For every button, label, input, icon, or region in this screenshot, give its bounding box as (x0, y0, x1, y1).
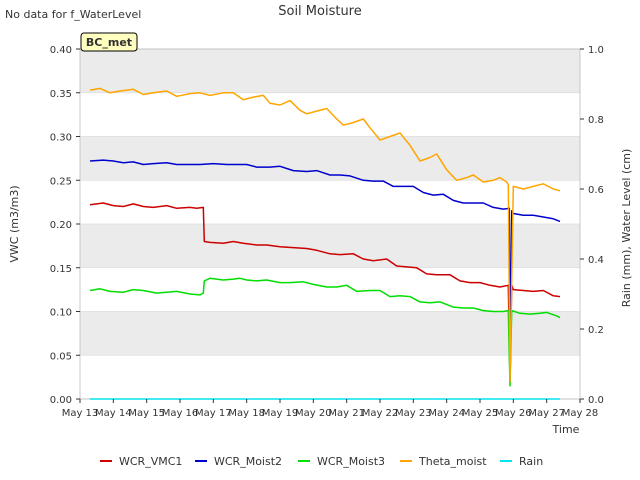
background-band (80, 224, 580, 268)
y-tick-label: 0.40 (50, 45, 72, 56)
y-axis-right: 0.0 0.2 0.4 0.6 0.8 1.0 (580, 45, 604, 406)
y2-tick-label: 1.0 (588, 45, 604, 56)
x-tick-label: May 28 (562, 408, 599, 419)
site-badge-box (80, 32, 138, 52)
y-axis-left: 0.00 0.05 0.10 0.15 0.20 0.25 0.30 0.35 0.40 (50, 45, 80, 406)
background-band (80, 136, 580, 181)
x-tick-label: May 13 (62, 408, 99, 419)
x-tick-label: May 14 (95, 408, 132, 419)
chart-title: Soil Moisture (278, 4, 362, 19)
y-axis-label: VWC (m3/m3) (8, 185, 21, 262)
y-tick-label: 0.20 (50, 220, 72, 231)
legend-label: WCR_Moist2 (214, 455, 282, 468)
y-tick-label: 0.25 (50, 176, 72, 187)
site-badge-label: BC_met (86, 36, 132, 49)
background-band (80, 49, 580, 93)
x-tick-label: May 19 (262, 408, 299, 419)
no-data-note: No data for f_WaterLevel (5, 8, 141, 21)
x-axis-label: Time (552, 423, 580, 436)
y-tick-label: 0.00 (50, 395, 72, 406)
series-line-wcr-moist3 (89, 277, 561, 387)
x-tick-label: May 20 (295, 408, 332, 419)
series-lines (89, 87, 561, 400)
x-tick-label: May 24 (428, 408, 465, 419)
x-tick-label: May 26 (495, 408, 532, 419)
series-line-theta-moist (89, 87, 561, 383)
legend-label: WCR_VMC1 (119, 455, 182, 468)
series-line-wcr-vmc1 (89, 202, 561, 383)
x-tick-label: May 18 (228, 408, 265, 419)
y2-tick-label: 0.4 (588, 255, 604, 266)
x-tick-label: May 17 (195, 408, 232, 419)
background-bands (80, 49, 580, 356)
x-tick-label: May 25 (462, 408, 499, 419)
y2-tick-label: 0.6 (588, 185, 604, 196)
x-tick-label: May 23 (395, 408, 432, 419)
y-tick-label: 0.10 (50, 308, 72, 319)
x-tick-label: May 27 (528, 408, 565, 419)
legend-label: Rain (519, 455, 543, 468)
y2-tick-label: 0.2 (588, 325, 604, 336)
background-band (80, 311, 580, 356)
y2-tick-label: 0.8 (588, 115, 604, 126)
legend: WCR_VMC1 WCR_Moist2 WCR_Moist3 Theta_moist R… (100, 455, 543, 468)
x-tick-label: May 15 (128, 408, 165, 419)
legend-label: Theta_moist (418, 455, 487, 468)
y2-axis-label: Rain (mm), Water Level (cm) (620, 149, 633, 308)
y-tick-label: 0.35 (50, 89, 72, 100)
y-tick-label: 0.05 (50, 351, 72, 362)
x-tick-label: May 22 (362, 408, 399, 419)
x-tick-label: May 16 (162, 408, 199, 419)
site-badge: BC_met (80, 32, 138, 52)
y-tick-label: 0.15 (50, 264, 72, 275)
y-tick-label: 0.30 (50, 133, 72, 144)
x-tick-label: May 21 (328, 408, 365, 419)
y2-tick-label: 0.0 (588, 395, 604, 406)
legend-label: WCR_Moist3 (317, 455, 385, 468)
